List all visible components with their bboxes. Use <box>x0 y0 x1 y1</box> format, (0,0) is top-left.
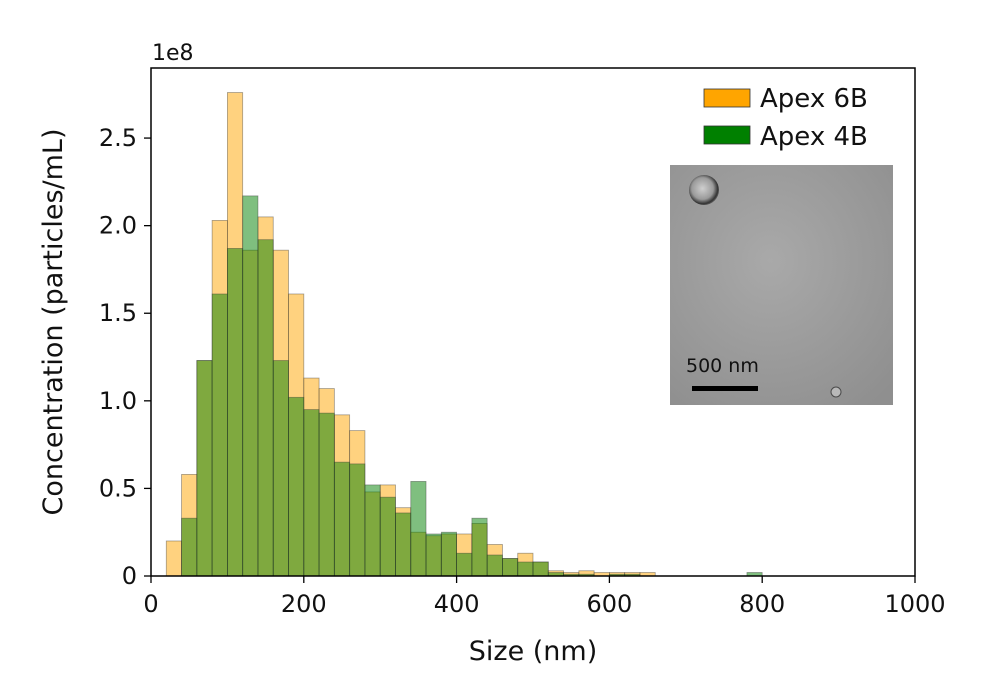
inset-micrograph: 500 nm <box>670 165 893 405</box>
bar-apex-4b <box>242 195 259 576</box>
bar-apex-6b <box>165 540 182 576</box>
x-tick-label: 400 <box>434 590 480 618</box>
x-axis-ticks: 0 200 400 600 800 1000 <box>143 576 946 618</box>
bar-apex-4b <box>257 239 274 576</box>
inset-particle-small <box>830 386 842 398</box>
bar-apex-4b <box>486 554 503 576</box>
x-tick-label: 200 <box>281 590 327 618</box>
y-tick-label: 0.5 <box>99 474 137 502</box>
bar-apex-4b <box>333 461 351 576</box>
legend-label-apex-4b: Apex 4B <box>760 122 868 152</box>
bar-apex-4b <box>440 531 458 576</box>
legend: Apex 6B Apex 4B <box>703 84 868 152</box>
x-tick-label: 800 <box>739 590 785 618</box>
bar-apex-4b <box>624 573 641 576</box>
bar-apex-4b <box>410 481 427 576</box>
y-scale-label: 1e8 <box>152 41 194 66</box>
x-axis-label: Size (nm) <box>469 636 598 667</box>
inset-scalebar <box>692 386 758 391</box>
bar-apex-4b <box>196 360 213 576</box>
bar-apex-4b <box>517 561 534 576</box>
bar-apex-4b <box>181 517 198 576</box>
y-axis-ticks: 0 0.5 1.0 1.5 2.0 2.5 <box>99 124 151 590</box>
bar-apex-4b <box>226 248 244 576</box>
bar-apex-4b <box>364 484 381 576</box>
bar-apex-4b <box>532 561 549 576</box>
x-tick-label: 0 <box>143 590 158 618</box>
bar-apex-4b <box>471 517 488 576</box>
legend-swatch-apex-6b <box>703 88 751 108</box>
bar-apex-4b <box>746 572 763 576</box>
inset-particle-large <box>689 175 719 205</box>
inset-scalebar-label: 500 nm <box>686 355 759 377</box>
bar-apex-4b <box>502 558 519 576</box>
inset-background <box>670 165 893 405</box>
y-axis-label: Concentration (particles/mL) <box>38 129 69 516</box>
bar-apex-4b <box>272 360 289 576</box>
x-tick-label: 1000 <box>884 590 945 618</box>
bar-apex-4b <box>578 573 595 576</box>
bar-apex-4b <box>425 533 442 576</box>
y-tick-label: 0 <box>122 562 137 590</box>
bar-apex-4b <box>395 512 412 576</box>
series-apex-4b-bars <box>181 195 763 576</box>
y-tick-label: 1.5 <box>99 299 137 327</box>
bar-apex-4b <box>303 409 320 576</box>
plot-frame <box>150 67 916 577</box>
bar-apex-4b <box>288 396 305 576</box>
y-tick-label: 1.0 <box>99 387 137 415</box>
bar-apex-4b <box>379 496 396 576</box>
legend-label-apex-6b: Apex 6B <box>760 84 868 114</box>
y-tick-label: 2.0 <box>99 212 137 240</box>
bar-apex-4b <box>211 293 228 576</box>
legend-swatch-apex-4b <box>703 125 751 145</box>
bar-apex-4b <box>456 552 473 576</box>
bar-apex-4b <box>349 463 366 576</box>
y-tick-label: 2.5 <box>99 124 137 152</box>
x-tick-label: 600 <box>586 590 632 618</box>
bar-apex-4b <box>318 412 335 576</box>
